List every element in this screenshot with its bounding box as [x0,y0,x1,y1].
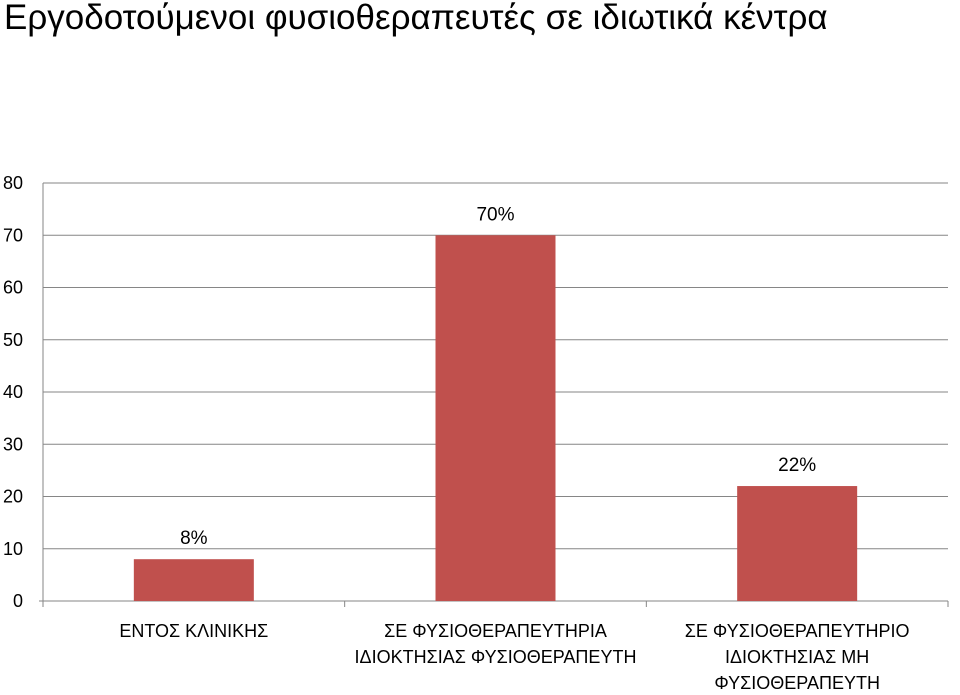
bar [133,559,254,601]
bar [435,235,556,601]
y-tick-label: 60 [3,278,23,298]
y-tick-label: 0 [13,591,23,611]
x-category-label: ΙΔΙΟΚΤΗΣΙΑΣ ΜΗ [725,647,869,667]
y-tick-label: 20 [3,487,23,507]
y-tick-label: 30 [3,434,23,454]
x-category-label: ΙΔΙΟΚΤΗΣΙΑΣ ΦΥΣΙΟΘΕΡΑΠΕΥΤΗ [355,647,637,667]
data-label: 8% [180,528,208,549]
x-category-label: ΣΕ ΦΥΣΙΟΘΕΡΑΠΕΥΤΗΡΙΑ [384,621,607,641]
x-category-label: ΦΥΣΙΟΘΕΡΑΠΕΥΤΗ [714,673,880,693]
data-label: 22% [778,455,816,476]
chart-title: Εργοδοτούμενοι φυσιοθεραπευτές σε ιδιωτι… [4,0,828,37]
x-category-label: ΣΕ ΦΥΣΙΟΘΕΡΑΠΕΥΤΗΡΙΟ [685,621,910,641]
y-tick-label: 10 [3,539,23,559]
y-tick-label: 50 [3,330,23,350]
y-tick-label: 70 [3,225,23,245]
y-tick-label: 40 [3,382,23,402]
y-tick-label: 80 [3,173,23,193]
bar [737,486,858,601]
x-category-label: ΕΝΤΟΣ ΚΛΙΝΙΚΗΣ [119,621,268,641]
data-label: 70% [476,204,514,225]
